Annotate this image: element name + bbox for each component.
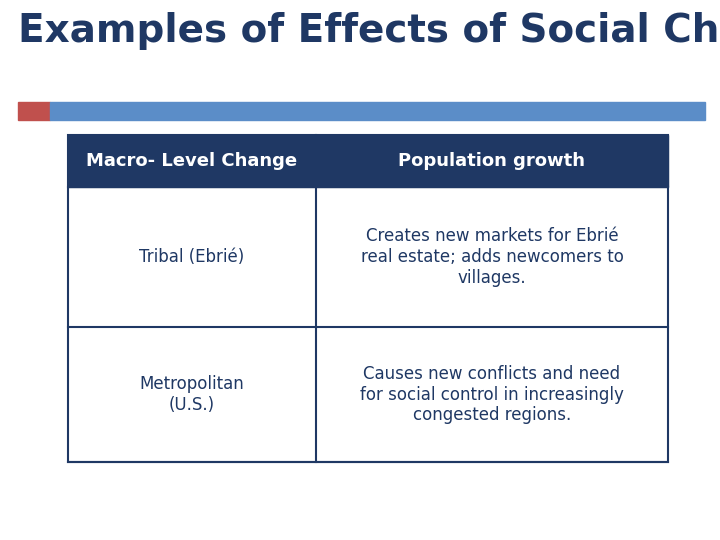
Text: Examples of Effects of Social Change: Examples of Effects of Social Change: [18, 12, 720, 50]
Bar: [68, 135, 668, 187]
Text: Causes new conflicts and need
for social control in increasingly
congested regio: Causes new conflicts and need for social…: [360, 364, 624, 424]
Text: Tribal (Ebrié): Tribal (Ebrié): [140, 248, 245, 266]
Bar: [18, 102, 50, 120]
Text: Population growth: Population growth: [398, 152, 585, 170]
Bar: [50, 102, 705, 120]
Text: Macro- Level Change: Macro- Level Change: [86, 152, 297, 170]
Text: Metropolitan
(U.S.): Metropolitan (U.S.): [140, 375, 244, 414]
Text: Creates new markets for Ebrié
real estate; adds newcomers to
villages.: Creates new markets for Ebrié real estat…: [361, 227, 624, 287]
Bar: [68, 135, 668, 462]
